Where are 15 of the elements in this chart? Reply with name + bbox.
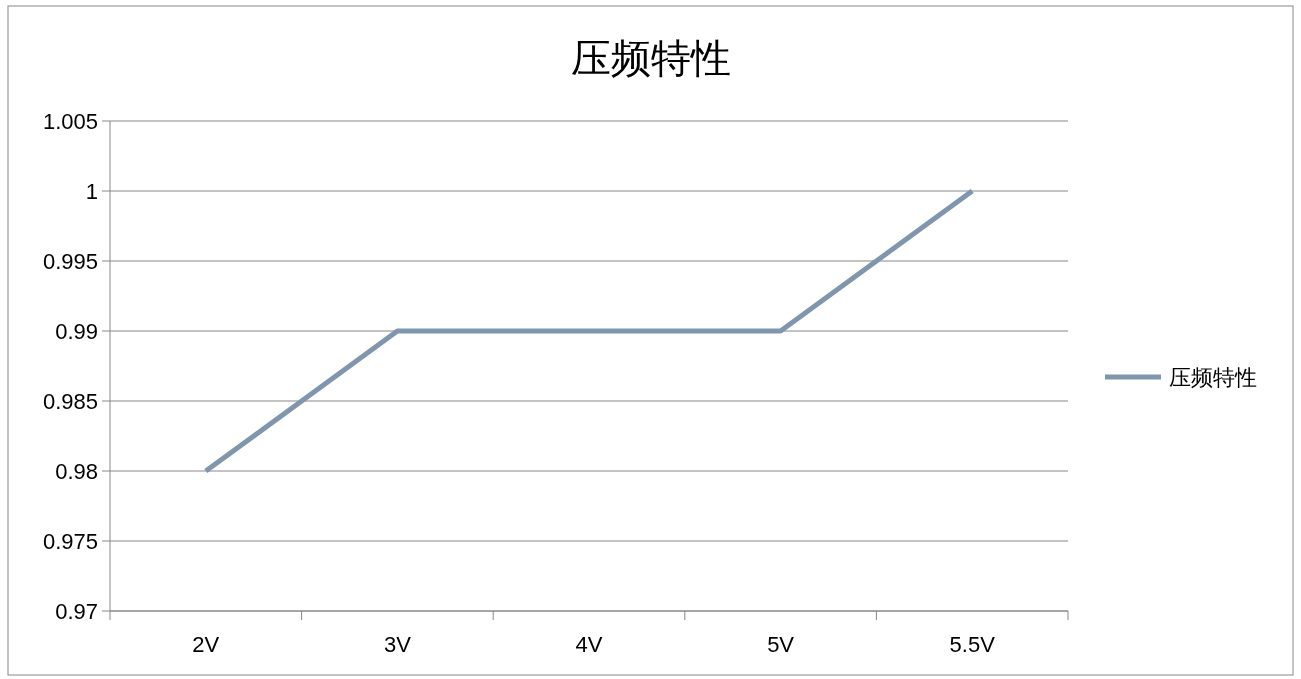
chart-title: 压频特性 [570, 36, 731, 80]
y-tick-label: 0.975 [42, 529, 98, 554]
y-tick-label: 0.98 [55, 459, 98, 484]
x-tick-label: 5.5V [949, 632, 996, 657]
x-tick-label: 5V [767, 632, 795, 657]
x-tick-label: 4V [575, 632, 603, 657]
y-tick-label: 0.99 [55, 319, 98, 344]
y-tick-label: 0.995 [42, 249, 98, 274]
x-tick-label: 2V [192, 632, 220, 657]
y-tick-label: 0.97 [55, 599, 98, 624]
x-tick-label: 3V [383, 632, 412, 657]
y-tick-label: 1 [85, 179, 98, 204]
legend-label: 压频特性 [1169, 365, 1257, 390]
y-tick-label: 0.985 [42, 389, 98, 414]
y-tick-label: 1.005 [42, 109, 98, 134]
